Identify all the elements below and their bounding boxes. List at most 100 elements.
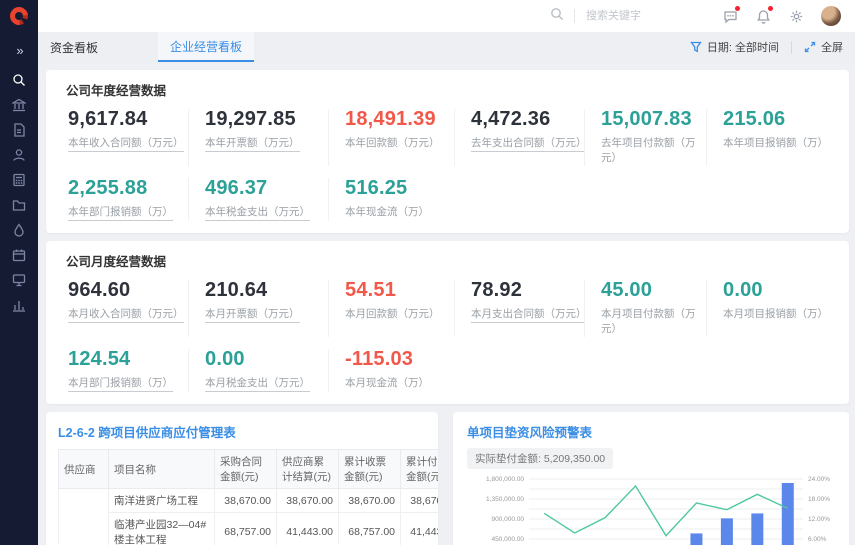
kpi-label: 本年项目报销额（万） [723,137,828,149]
kpi-value: 210.64 [205,279,268,301]
amount-cell[interactable]: 68,757.00 [214,512,277,545]
search-icon[interactable] [550,7,564,26]
col-project: 项目名称 [108,449,215,489]
table-header: 供应商 项目名称 采购合同金额(元) 供应商累计结算(元) 累计收票金额(元) … [58,449,438,489]
bottom-row: L2-6-2 跨项目供应商应付管理表 供应商 项目名称 采购合同金额(元) 供应… [46,412,849,545]
ink-drop-icon[interactable] [12,222,27,237]
amount-cell[interactable]: 41,443.00 [400,512,438,545]
chart-icon[interactable] [12,297,27,312]
search-icon[interactable] [12,72,27,87]
fullscreen-button[interactable]: 全屏 [804,39,843,55]
annual-data-card: 公司年度经营数据 9,617.84 本年收入合同额（万元） 19,297.85 … [46,70,849,233]
top-header [38,0,855,32]
kpi-lastyear-project-payment: 15,007.83 去年项目付款额（万元） [584,109,706,166]
calendar-icon[interactable] [12,247,27,262]
bell-icon[interactable] [755,6,773,24]
left-axis-tick: 900,000.00 [491,516,524,523]
kpi-label[interactable]: 本月税金支出（万元） [205,375,310,392]
avatar[interactable] [821,6,841,26]
kpi-label[interactable]: 本年税金支出（万元） [205,204,310,221]
date-filter-label: 日期: 全部时间 [706,42,779,54]
kpi-label[interactable]: 本月开票额（万元） [205,306,300,323]
amount-cell[interactable]: 38,670.00 [214,488,277,513]
kpi-month-collections: 54.51 本月回款额（万元） [328,280,454,337]
amount-cell[interactable]: 41,443.00 [276,512,339,545]
project-name-cell: 南洋进贤广场工程 [108,488,215,513]
col-contract-amount: 采购合同金额(元) [214,449,277,489]
kpi-value: 19,297.85 [205,108,296,130]
kpi-month-dept-reimburse: 124.54 本月部门报销额（万） [66,349,188,392]
app-logo-icon[interactable] [6,3,31,28]
kpi-value: 0.00 [723,279,763,301]
kpi-label: 本月项目报销额（万） [723,308,828,320]
user-icon[interactable] [12,147,27,162]
col-paid: 累计付款金额(元) [400,449,438,489]
kpi-annual-cashflow: 516.25 本年现金流（万） [328,178,454,221]
header-icons [722,6,841,26]
kpi-label: 本月项目付款额（万元） [601,308,696,335]
fullscreen-label: 全屏 [821,42,843,54]
kpi-label[interactable]: 本月支出合同额（万元） [471,306,587,323]
search-bar [550,7,680,26]
kpi-lastyear-expense-contract: 4,472.36 去年支出合同额（万元） [454,109,587,166]
monthly-kpi-grid: 964.60 本月收入合同额（万元） 210.64 本月开票额（万元） 54.5… [66,280,833,392]
amount-cell[interactable]: 38,670.00 [400,488,438,513]
date-filter[interactable]: 日期: 全部时间 [690,39,779,55]
kpi-value: 0.00 [205,348,245,370]
table-row: 临港产业园32—04#楼主体工程 68,757.00 41,443.00 68,757… [59,512,438,545]
kpi-annual-project-reimburse: 215.06 本年项目报销额（万） [706,109,833,166]
kpi-label: 本年现金流（万） [345,206,429,218]
settings-icon[interactable] [788,8,804,24]
amount-cell[interactable]: 38,670.00 [338,488,401,513]
project-name-cell: 临港产业园32—04#楼主体工程 [108,512,215,545]
kpi-month-invoiced: 210.64 本月开票额（万元） [188,280,328,337]
kpi-month-expense-contract: 78.92 本月支出合同额（万元） [454,280,587,337]
amount-cell[interactable]: 68,757.00 [338,512,401,545]
kpi-month-project-payment: 45.00 本月项目付款额（万元） [584,280,706,337]
supplier-payable-card: L2-6-2 跨项目供应商应付管理表 供应商 项目名称 采购合同金额(元) 供应… [46,412,438,545]
monitor-icon[interactable] [12,272,27,287]
kpi-label[interactable]: 去年支出合同额（万元） [471,135,587,152]
kpi-value: 516.25 [345,177,408,199]
file-icon[interactable] [12,122,27,137]
kpi-value: -115.03 [345,348,414,370]
left-axis-tick: 1,800,000.00 [486,476,524,483]
tab-funds-dashboard[interactable]: 资金看板 [50,40,99,55]
folder-icon[interactable] [12,197,27,212]
search-input[interactable] [584,9,680,23]
amount-cell[interactable]: 38,670.00 [276,488,339,513]
kpi-label[interactable]: 本年部门报销额（万） [68,204,173,221]
chart-title: 单项目垫资风险预警表 [467,426,593,440]
tab-enterprise-dashboard[interactable]: 企业经营看板 [158,32,255,62]
sidebar: » [0,0,38,545]
col-invoice-received: 累计收票金额(元) [338,449,401,489]
kpi-label[interactable]: 本年开票额（万元） [205,135,300,152]
kpi-annual-invoiced: 19,297.85 本年开票额（万元） [188,109,328,166]
notification-dot [735,6,740,11]
kpi-annual-collections: 18,491.39 本年回款额（万元） [328,109,454,166]
kpi-label[interactable]: 本年收入合同额（万元） [68,135,184,152]
kpi-month-cashflow: -115.03 本月现金流（万） [328,349,454,392]
kpi-value: 45.00 [601,279,653,301]
message-icon[interactable] [722,6,740,24]
card-title: 公司年度经营数据 [66,84,167,98]
left-axis-tick: 1,350,000.00 [486,496,524,503]
tab-bar: 资金看板 企业经营看板 日期: 全部时间 全屏 [38,32,855,62]
supplier-table-body: 西安云峰建材有限公司南洋进贤广场工程38,670.0038,670.0038,6… [58,488,438,545]
col-settlement: 供应商累计结算(元) [276,449,339,489]
line-series [543,484,789,537]
kpi-label[interactable]: 本月部门报销额（万） [68,375,173,392]
divider [791,40,792,54]
kpi-month-tax: 0.00 本月税金支出（万元） [188,349,328,392]
supplier-table: 供应商 项目名称 采购合同金额(元) 供应商累计结算(元) 累计收票金额(元) … [58,449,438,545]
calculator-icon[interactable] [12,172,27,187]
left-axis-tick: 450,000.00 [491,536,524,543]
expand-sidebar-icon[interactable]: » [16,43,23,58]
content: 公司年度经营数据 9,617.84 本年收入合同额（万元） 19,297.85 … [38,62,855,545]
kpi-label[interactable]: 本月收入合同额（万元） [68,306,184,323]
bank-icon[interactable] [12,97,27,112]
bar [751,513,764,545]
kpi-month-income-contract: 964.60 本月收入合同额（万元） [66,280,188,337]
annual-kpi-grid: 9,617.84 本年收入合同额（万元） 19,297.85 本年开票额（万元）… [66,109,833,221]
